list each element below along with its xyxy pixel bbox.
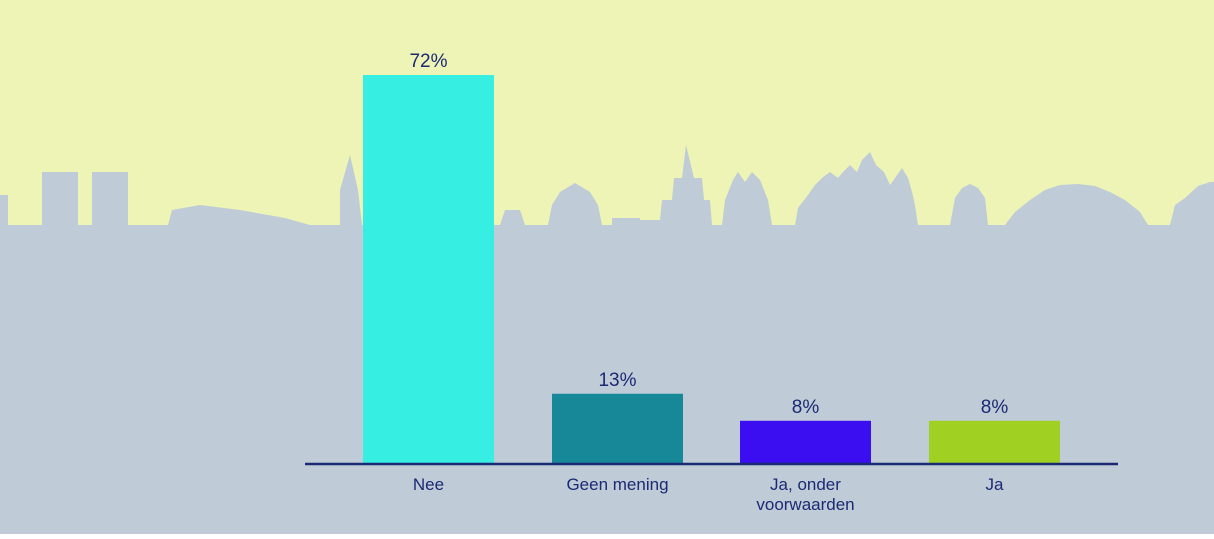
bars-layer	[363, 75, 1060, 464]
bar-2	[552, 393, 683, 464]
category-label-4: Ja	[986, 475, 1005, 494]
value-label-3: 8%	[792, 397, 820, 418]
category-label-3: Ja, onder voorwaarden	[756, 475, 854, 514]
value-label-2: 13%	[598, 370, 636, 391]
value-label-4: 8%	[981, 397, 1009, 418]
bar-4	[929, 420, 1060, 464]
bar-3	[740, 420, 871, 464]
category-label-1: Nee	[413, 475, 444, 494]
category-label-2: Geen mening	[566, 475, 668, 494]
bar-1	[363, 75, 494, 464]
value-label-1: 72%	[409, 51, 447, 72]
labels-layer: 72% Nee 13% Geen mening 8% Ja, onder voorwaard…	[409, 51, 1008, 514]
city-skyline-silhouette	[0, 145, 1214, 534]
